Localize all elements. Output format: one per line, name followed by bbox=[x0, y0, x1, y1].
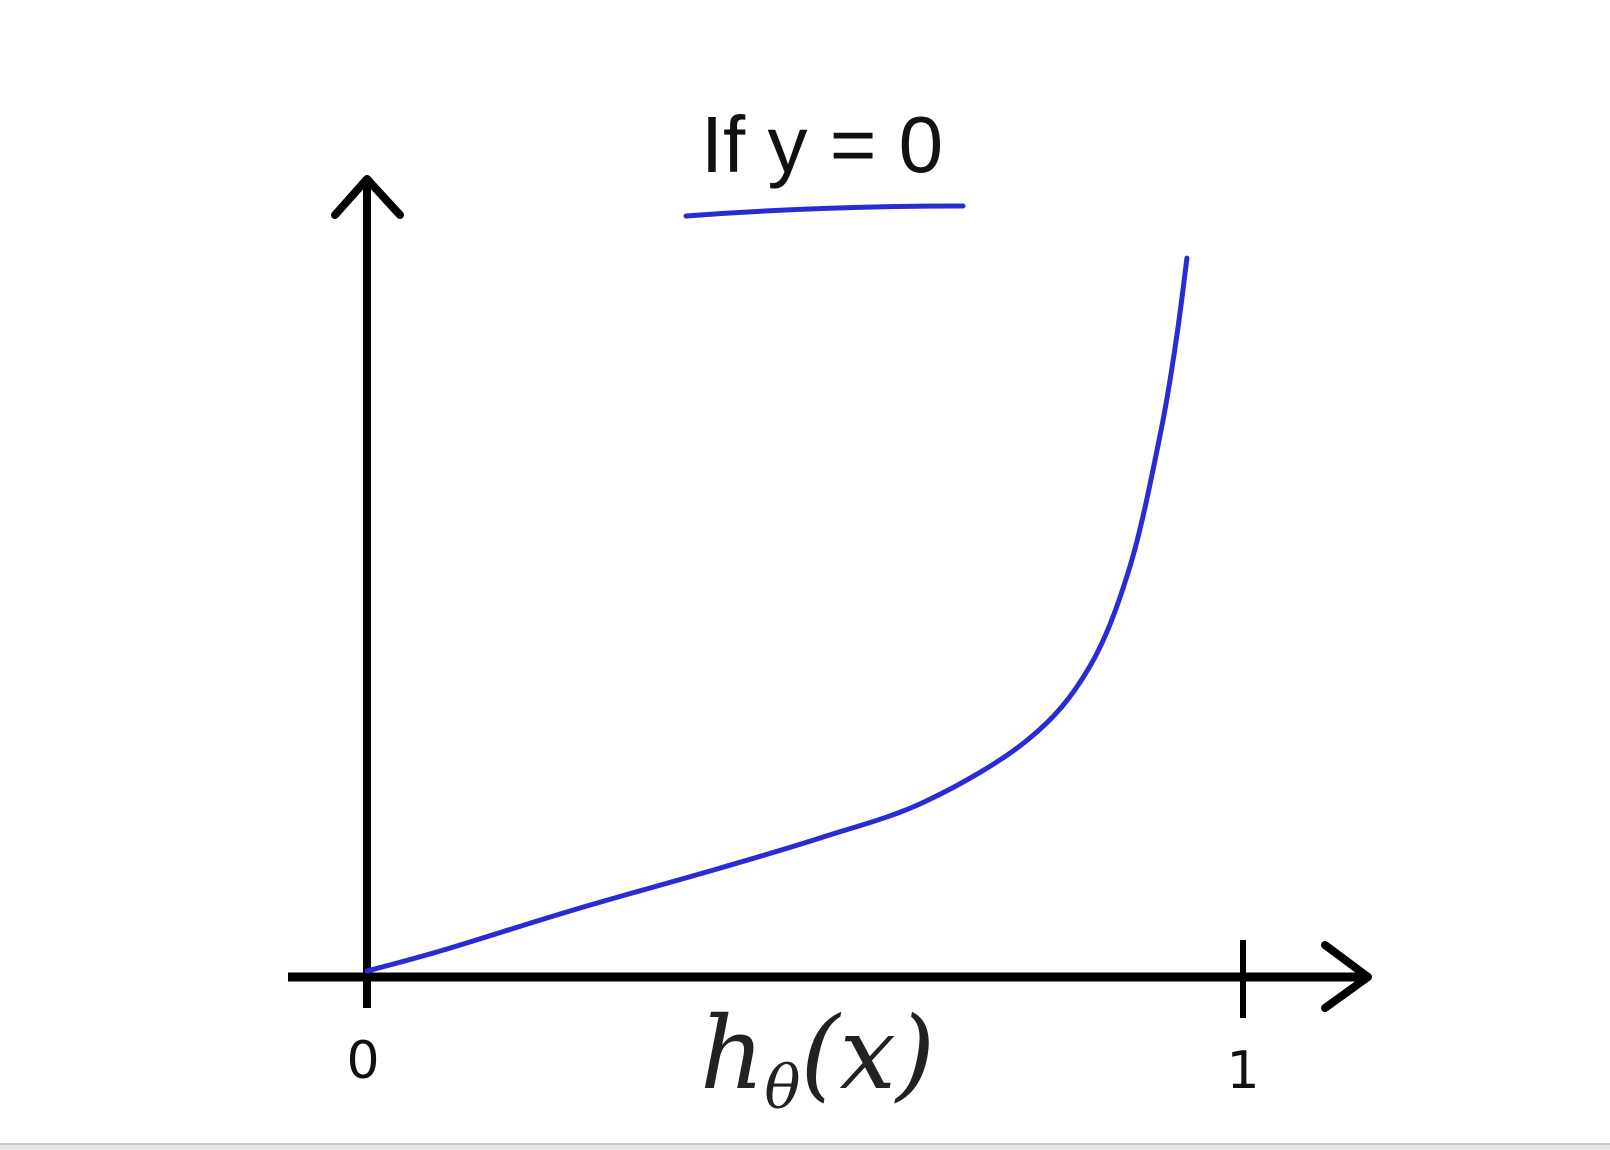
x-axis-label-h: h bbox=[700, 995, 764, 1112]
title-underline bbox=[683, 203, 966, 219]
y-axis-arrowhead bbox=[331, 175, 404, 219]
bottom-border bbox=[0, 1143, 1610, 1150]
cost-curve bbox=[364, 255, 1190, 974]
chart-title: If y = 0 bbox=[701, 100, 943, 189]
x-axis-label-theta: θ bbox=[764, 1053, 800, 1123]
x-axis-arrowhead bbox=[1321, 941, 1372, 1012]
x-axis-label: hθ(x) bbox=[700, 995, 935, 1123]
x-axis-label-arg: (x) bbox=[801, 995, 935, 1112]
x-tick-label-0: 0 bbox=[346, 1031, 379, 1091]
x-tick-label-1: 1 bbox=[1226, 1041, 1259, 1101]
